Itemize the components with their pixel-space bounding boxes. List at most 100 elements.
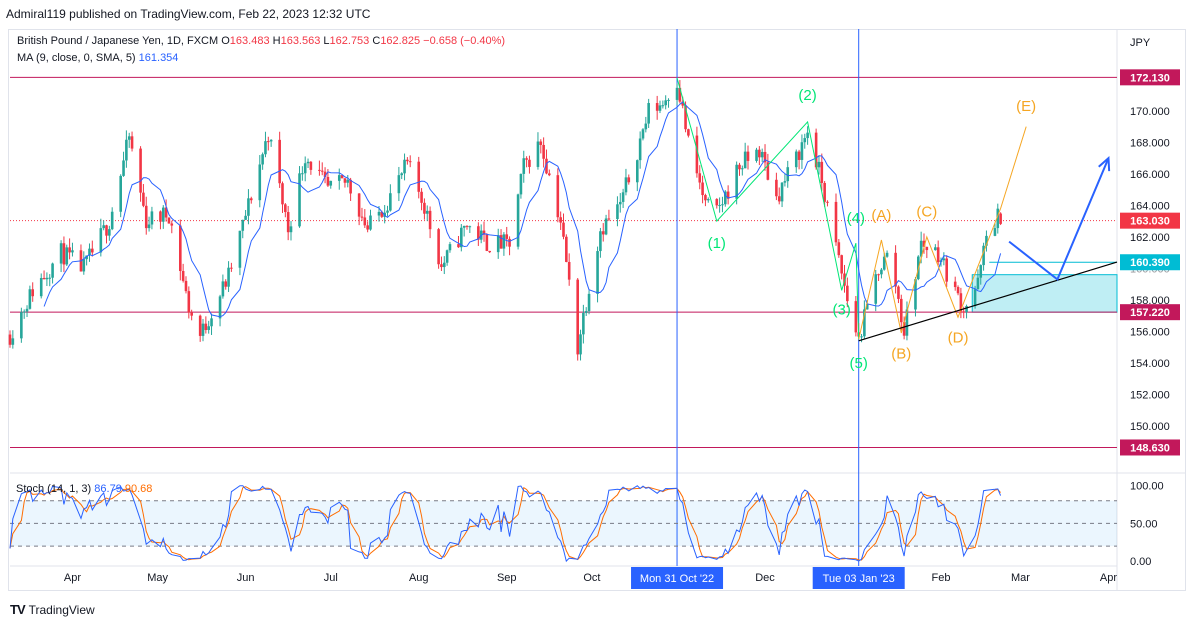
candle-body xyxy=(723,191,727,205)
candle-body xyxy=(539,141,543,145)
time-tick-label: Jun xyxy=(237,572,255,584)
candle-body xyxy=(45,277,49,280)
candle-body xyxy=(607,218,611,220)
candle-body xyxy=(647,103,650,124)
price-tick-label: 168.000 xyxy=(1130,137,1170,149)
candle-body xyxy=(556,175,560,218)
candle-body xyxy=(267,141,270,143)
wave-orange-label: (E) xyxy=(1016,98,1036,115)
candle-body xyxy=(326,176,330,186)
candle-body xyxy=(318,169,321,171)
candle-body xyxy=(803,138,807,143)
candle-body xyxy=(599,231,602,252)
candle-body xyxy=(85,255,88,260)
candle-body xyxy=(528,159,531,167)
ma-label[interactable]: MA (9, close, 0, SMA, 5) xyxy=(17,52,136,64)
candle-body xyxy=(936,247,940,263)
candle-body xyxy=(519,173,523,195)
candle-body xyxy=(698,173,702,183)
price-badge-level-text: 157.220 xyxy=(1130,307,1170,319)
candle-body xyxy=(897,286,900,299)
candle-body xyxy=(616,204,619,220)
candle-body xyxy=(678,87,682,102)
candle-body xyxy=(715,199,719,206)
candle-body xyxy=(874,274,878,304)
candle-body xyxy=(942,258,946,261)
candle-body xyxy=(777,196,781,202)
candle-body xyxy=(221,281,225,297)
support-zone[interactable] xyxy=(971,274,1118,313)
candle-body xyxy=(425,210,429,214)
wave-green-line[interactable] xyxy=(676,77,860,340)
stoch-tick-label: 0.00 xyxy=(1130,556,1151,568)
candle-body xyxy=(658,105,662,111)
candle-body xyxy=(144,205,148,229)
wave-orange-line[interactable] xyxy=(858,126,1027,340)
projection-arrow[interactable] xyxy=(1008,157,1110,281)
candle-body xyxy=(604,218,608,235)
candle-body xyxy=(865,303,869,310)
candle-body xyxy=(820,161,824,183)
candle-body xyxy=(559,217,562,223)
candle-body xyxy=(269,139,273,142)
stoch-d-line[interactable] xyxy=(9,486,1001,561)
price-badge-current xyxy=(1120,212,1180,229)
candle-body xyxy=(249,198,253,201)
candle-body xyxy=(298,173,301,227)
candle-body xyxy=(323,171,327,177)
stoch-k-line[interactable] xyxy=(9,485,1002,563)
candle-body xyxy=(329,180,333,186)
candle-body xyxy=(102,225,105,229)
candle-body xyxy=(786,167,790,182)
candle-body xyxy=(22,311,26,313)
candle-body xyxy=(11,338,15,345)
candle-body xyxy=(39,277,43,297)
candle-body xyxy=(164,207,168,218)
candle-body xyxy=(735,164,738,199)
candle-body xyxy=(953,281,957,288)
stoch-label[interactable]: Stoch (14, 1, 3) xyxy=(16,483,92,495)
brand-name: TradingView xyxy=(28,602,95,617)
price-tick-label: 166.000 xyxy=(1130,169,1170,181)
candle-body xyxy=(636,160,639,183)
candle-body xyxy=(877,274,880,276)
candle-body xyxy=(860,336,863,338)
symbol-name[interactable]: British Pound / Japanese Yen, 1D, FXCM xyxy=(17,35,219,47)
candle-body xyxy=(406,159,409,162)
candle-body xyxy=(357,193,361,217)
wave-green-label: (3) xyxy=(832,301,850,318)
footer-brand[interactable]: TV TradingView xyxy=(10,602,95,617)
candle-body xyxy=(706,199,710,201)
candle-body xyxy=(59,243,63,264)
candle-body xyxy=(976,277,980,290)
wave-orange-label: (C) xyxy=(916,204,937,221)
candle-body xyxy=(457,244,460,248)
candle-body xyxy=(675,87,679,100)
candle-body xyxy=(301,173,304,175)
currency-label: JPY xyxy=(1130,37,1151,49)
candle-body xyxy=(142,192,145,206)
time-tick-label: Jul xyxy=(324,572,338,584)
candle-body xyxy=(562,222,565,237)
candle-body xyxy=(428,210,432,230)
candle-body xyxy=(584,311,588,313)
candle-body xyxy=(286,212,290,233)
date-badge-text: Mon 31 Oct '22 xyxy=(640,573,714,585)
price-tick-label: 156.000 xyxy=(1130,326,1170,338)
candle-body xyxy=(982,245,985,266)
support-trendline[interactable] xyxy=(858,261,1118,342)
candle-body xyxy=(621,192,625,202)
ma-line[interactable] xyxy=(43,101,1002,318)
candle-body xyxy=(755,149,758,161)
price-badge-teal-text: 160.390 xyxy=(1130,257,1170,269)
candle-body xyxy=(525,158,528,160)
candle-body xyxy=(854,301,858,333)
candle-body xyxy=(638,138,642,161)
candle-body xyxy=(247,198,250,216)
candle-body xyxy=(408,161,412,163)
candle-body xyxy=(125,139,128,161)
candle-body xyxy=(363,217,367,226)
time-tick-label: May xyxy=(147,572,168,584)
candle-body xyxy=(502,234,506,249)
